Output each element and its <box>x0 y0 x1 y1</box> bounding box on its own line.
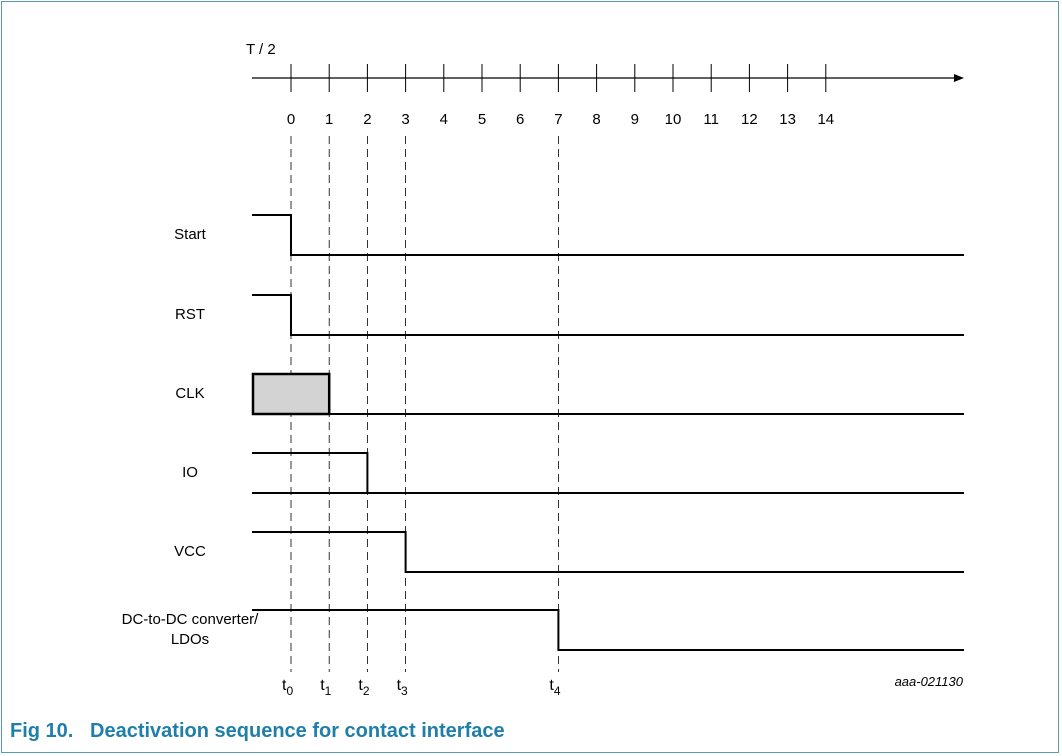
axis-tick-label: 12 <box>741 111 758 128</box>
time-marker-label: t1 <box>320 677 331 698</box>
axis-tick-label: 10 <box>665 111 682 128</box>
axis-tick-label: 1 <box>325 111 333 128</box>
caption-number: Fig 10. <box>10 720 74 742</box>
axis-tick-label: 6 <box>516 111 524 128</box>
caption-title: Deactivation sequence for contact interf… <box>90 720 505 742</box>
axis-tick-label: 9 <box>631 111 639 128</box>
axis-tick-label: 0 <box>287 111 295 128</box>
axis-tick-label: 8 <box>592 111 600 128</box>
signal-label: Start <box>174 226 207 243</box>
signal-waveform <box>252 531 964 573</box>
time-marker-label: t4 <box>549 677 560 698</box>
axis-tick-label: 4 <box>440 111 448 128</box>
axis-tick-label: 11 <box>703 111 719 128</box>
axis-tick-label: 14 <box>817 111 834 128</box>
figure-caption: Fig 10. Deactivation sequence for contac… <box>10 720 505 743</box>
axis-tick-label: 5 <box>478 111 486 128</box>
clock-active-block <box>251 372 331 416</box>
time-axis-arrow-icon <box>954 74 964 82</box>
signal-label: RST <box>175 306 205 323</box>
time-marker-label: t3 <box>397 677 408 698</box>
axis-tick-label: 13 <box>779 111 796 128</box>
signal-label: DC-to-DC converter/LDOs <box>122 611 260 648</box>
figure-code: aaa-021130 <box>895 674 964 689</box>
signal-waveform <box>252 609 964 651</box>
time-marker-label: t0 <box>282 677 293 698</box>
timing-diagram: T / 20 1 2 3 4 5 6 7 8 9 10 11 12 13 14StartRSTCLKIOVC… <box>122 41 964 698</box>
signal-waveform <box>252 214 964 256</box>
axis-tick-label: 2 <box>363 111 371 128</box>
signal-waveform <box>252 294 964 336</box>
axis-tick-label: 3 <box>401 111 409 128</box>
time-marker-label: t2 <box>358 677 369 698</box>
axis-tick-label: 7 <box>554 111 562 128</box>
axis-title: T / 2 <box>246 41 276 58</box>
signal-label: VCC <box>174 543 206 560</box>
signal-label: CLK <box>175 385 204 402</box>
signal-waveform <box>252 452 964 494</box>
signal-label: IO <box>182 464 198 481</box>
